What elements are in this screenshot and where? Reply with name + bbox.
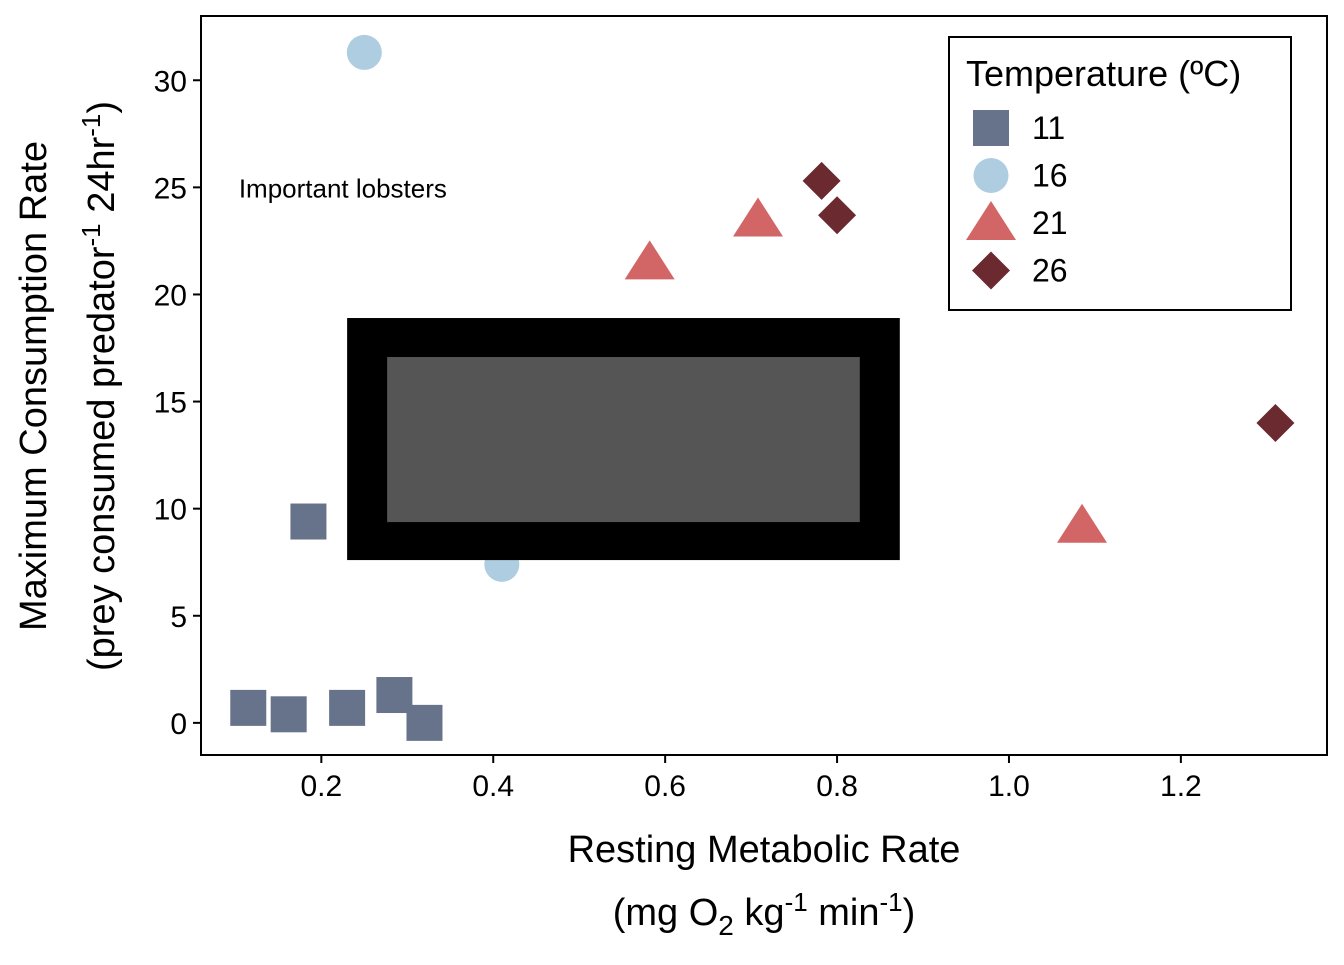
- y-axis-title-line2: (prey consumed predator-1 24hr-1): [76, 101, 123, 671]
- y-axis-title-sup1: -1: [76, 223, 106, 246]
- legend-marker-circle: [973, 158, 1009, 193]
- overlay-layer: [347, 318, 900, 561]
- point-square-11: [376, 677, 413, 714]
- x-axis-title-mid1: kg: [734, 892, 785, 934]
- point-square-11: [230, 689, 267, 726]
- x-axis-title-sup1: -1: [785, 887, 808, 917]
- x-axis-title-line1: Resting Metabolic Rate: [568, 829, 961, 871]
- x-axis-title-sup2: -1: [879, 887, 902, 917]
- legend-title: Temperature (ºC): [966, 53, 1241, 94]
- legend: Temperature (ºC) 11 16 21 26: [948, 36, 1292, 311]
- x-axis-title-sub: 2: [718, 910, 734, 941]
- legend-items: 11 16 21 26: [966, 110, 1068, 290]
- x-tick-label: 0.6: [644, 770, 686, 803]
- overlay-box-inner: [387, 357, 860, 523]
- point-diamond-26: [802, 161, 841, 200]
- y-axis-title-mid: 24hr: [81, 136, 123, 223]
- y-tick-label: 5: [170, 601, 187, 634]
- point-triangle-21: [1057, 503, 1108, 543]
- point-square-11: [329, 689, 366, 726]
- x-axis: 0.2 0.4 0.6 0.8 1.0 1.2: [300, 755, 1202, 803]
- y-axis-title-sup2: -1: [76, 114, 106, 137]
- x-axis-title-line2: (mg O2 kg-1 min-1): [613, 887, 916, 941]
- annotation-text: Important lobsters: [239, 173, 447, 203]
- legend-marker-square: [973, 110, 1009, 146]
- legend-label: 11: [1032, 110, 1065, 146]
- legend-label: 21: [1032, 205, 1068, 241]
- legend-marker-diamond: [972, 251, 1010, 290]
- x-tick-label: 1.0: [988, 770, 1030, 803]
- y-axis-title-post: ): [81, 101, 123, 114]
- point-square-11: [290, 503, 327, 540]
- point-triangle-21: [624, 240, 675, 280]
- y-tick-label: 25: [154, 172, 187, 205]
- x-tick-label: 0.8: [816, 770, 858, 803]
- y-axis-title-line1: Maximum Consumption Rate: [13, 141, 55, 631]
- x-tick-label: 0.4: [472, 770, 514, 803]
- y-tick-label: 20: [154, 279, 187, 312]
- point-triangle-21: [732, 197, 783, 237]
- x-tick-label: 0.2: [300, 770, 342, 803]
- legend-label: 16: [1032, 158, 1068, 194]
- y-tick-label: 0: [170, 708, 187, 741]
- point-square-11: [406, 704, 443, 741]
- x-axis-title-pre: (mg O: [613, 892, 719, 934]
- legend-marker-triangle: [966, 201, 1016, 240]
- y-axis-title-pre: (prey consumed predator: [81, 246, 123, 671]
- y-tick-label: 10: [154, 494, 187, 527]
- y-tick-label: 15: [154, 387, 187, 420]
- annotations: Important lobsters: [239, 173, 447, 203]
- y-axis: 0 5 10 15 20 25 30: [154, 65, 201, 741]
- x-axis-title-post: ): [903, 892, 916, 934]
- point-circle-16: [346, 34, 382, 70]
- point-diamond-26: [1256, 403, 1295, 442]
- y-tick-label: 30: [154, 65, 187, 98]
- x-tick-label: 1.2: [1160, 770, 1202, 803]
- legend-label: 26: [1032, 253, 1068, 289]
- point-square-11: [270, 696, 307, 733]
- point-diamond-26: [818, 196, 857, 235]
- plot-frame: [200, 15, 1328, 756]
- x-axis-title-mid2: min: [808, 892, 880, 934]
